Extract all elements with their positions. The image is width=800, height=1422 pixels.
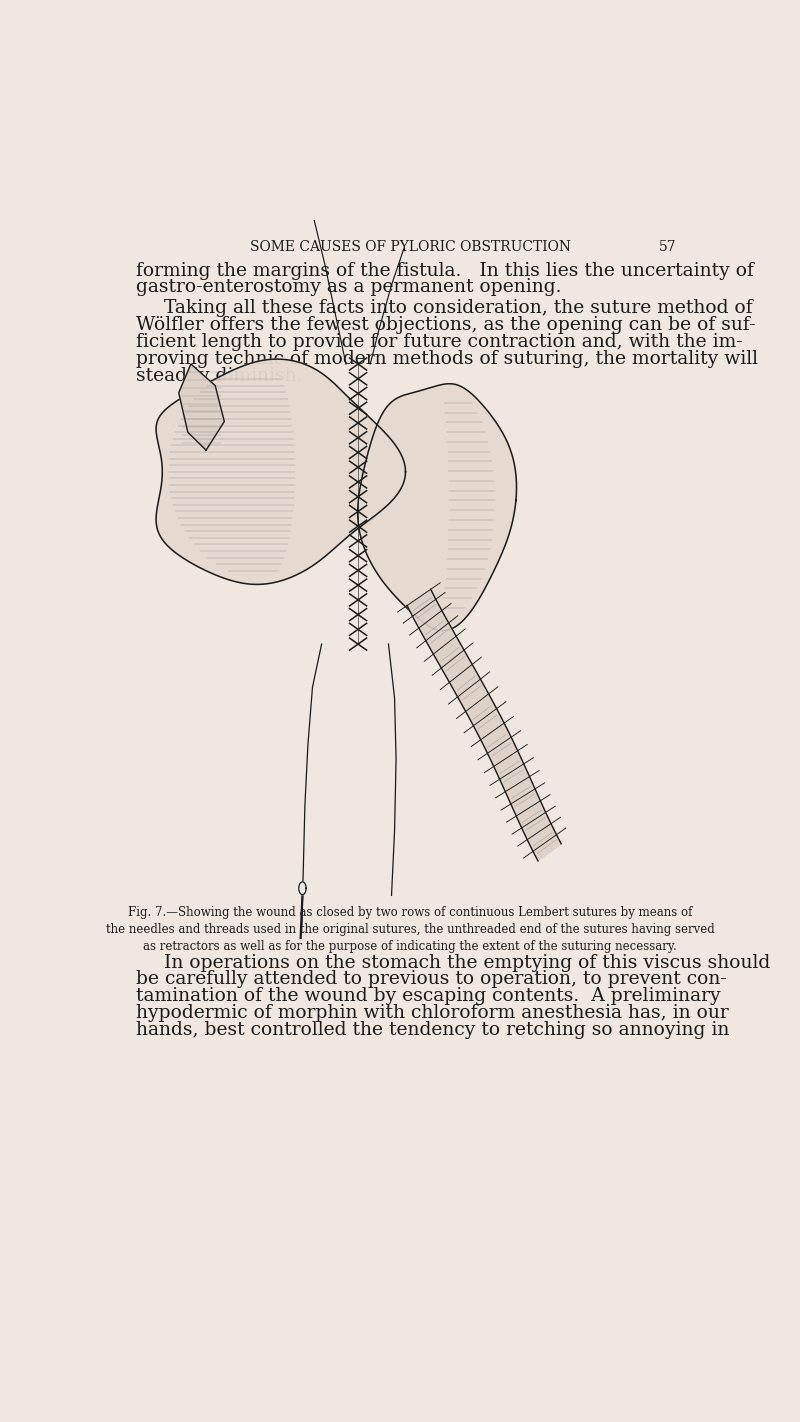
- Text: Fig. 7.—Showing the wound as closed by two rows of continuous Lembert sutures by: Fig. 7.—Showing the wound as closed by t…: [106, 906, 714, 953]
- Text: proving technic of modern methods of suturing, the mortality will: proving technic of modern methods of sut…: [136, 350, 758, 368]
- Polygon shape: [156, 360, 406, 584]
- Text: hands, best controlled the tendency to retching so annoying in: hands, best controlled the tendency to r…: [136, 1021, 730, 1039]
- Text: Taking all these facts into consideration, the suture method of: Taking all these facts into consideratio…: [164, 299, 753, 317]
- Text: be carefully attended to previous to operation, to prevent con-: be carefully attended to previous to ope…: [136, 970, 727, 988]
- Polygon shape: [299, 882, 306, 894]
- Text: 57: 57: [659, 240, 677, 253]
- Text: tamination of the wound by escaping contents.  A preliminary: tamination of the wound by escaping cont…: [136, 987, 721, 1005]
- Polygon shape: [178, 364, 224, 451]
- Text: SOME CAUSES OF PYLORIC OBSTRUCTION: SOME CAUSES OF PYLORIC OBSTRUCTION: [250, 240, 570, 253]
- Text: In operations on the stomach the emptying of this viscus should: In operations on the stomach the emptyin…: [164, 954, 770, 971]
- Polygon shape: [358, 384, 517, 631]
- Text: gastro-enterostomy as a permanent opening.: gastro-enterostomy as a permanent openin…: [136, 279, 562, 297]
- Text: steadily diminish.: steadily diminish.: [136, 367, 302, 384]
- Text: hypodermic of morphin with chloroform anesthesia has, in our: hypodermic of morphin with chloroform an…: [136, 1004, 729, 1022]
- Text: ficient length to provide for future contraction and, with the im-: ficient length to provide for future con…: [136, 333, 742, 351]
- Text: forming the margins of the fistula.   In this lies the uncertainty of: forming the margins of the fistula. In t…: [136, 262, 754, 280]
- Text: Wölfler offers the fewest objections, as the opening can be of suf-: Wölfler offers the fewest objections, as…: [136, 316, 755, 334]
- Polygon shape: [407, 589, 561, 860]
